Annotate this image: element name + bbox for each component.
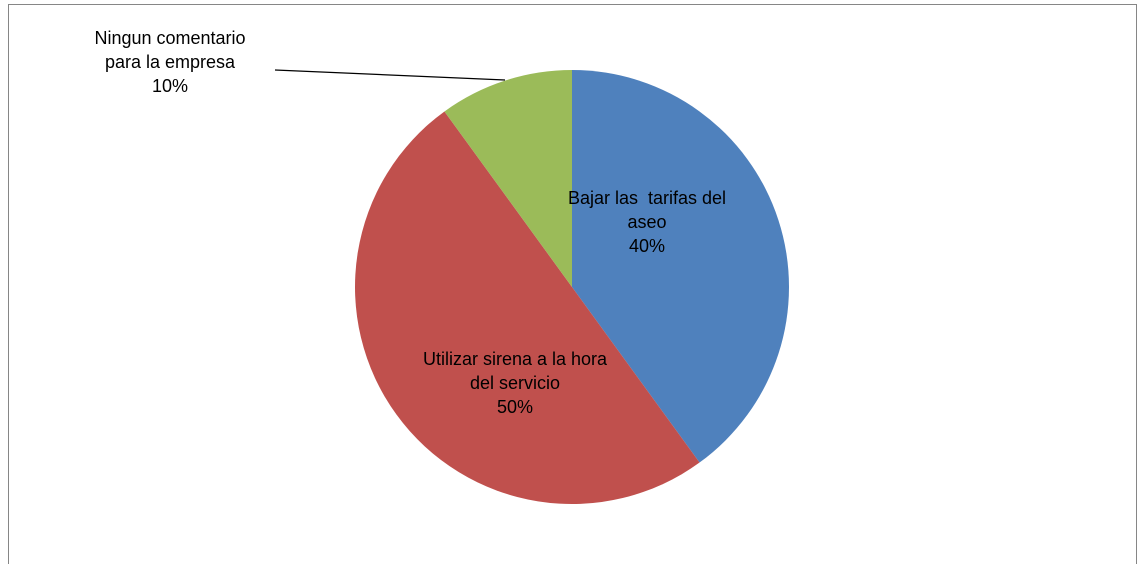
pie-slice [354,111,700,505]
category-label: Ningun comentario para la empresa [94,28,251,72]
value-label: 50% [496,397,534,417]
slice-label: Bajar las tarifas del aseo 40% [557,186,737,258]
leader-line [274,69,506,81]
slice-label: Ningun comentario para la empresa 10% [80,26,260,98]
value-label: 40% [628,236,666,256]
slice-label: Utilizar sirena a la hora del servicio 50… [415,347,615,419]
category-label: Bajar las tarifas del aseo [567,188,732,232]
category-label: Utilizar sirena a la hora del servicio [422,349,613,393]
value-label: 10% [151,76,189,96]
pie-slice [444,70,572,287]
pie-slice [572,70,789,463]
